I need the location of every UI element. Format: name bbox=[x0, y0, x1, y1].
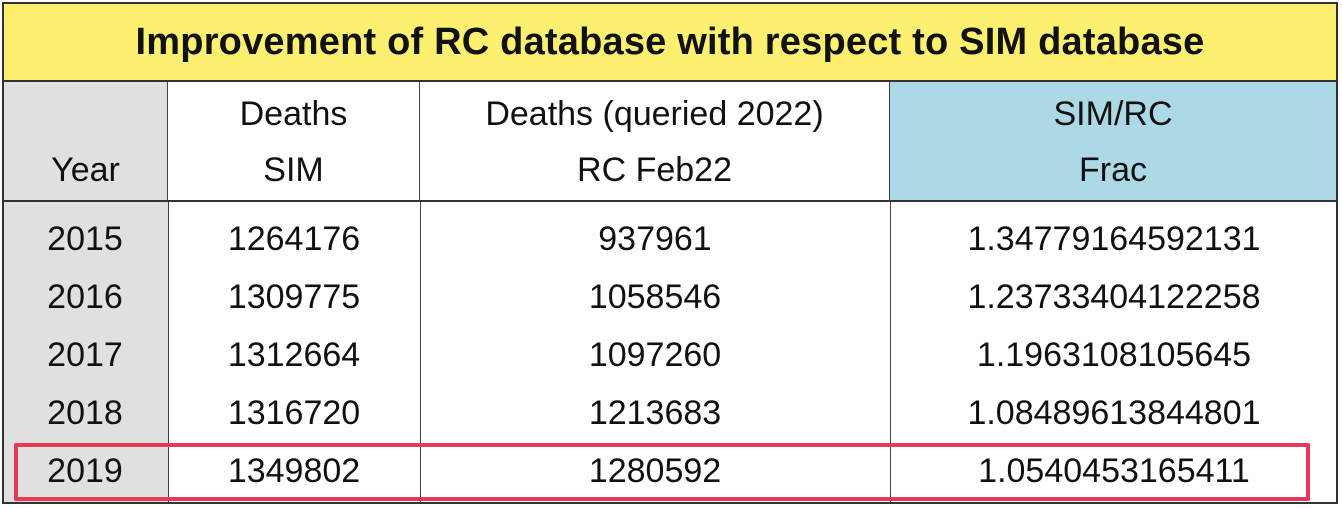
header-frac-line1: SIM/RC bbox=[1053, 95, 1173, 133]
cell-year: 2017 bbox=[47, 335, 123, 374]
highlight-box bbox=[14, 443, 1310, 501]
header-year: Year bbox=[2, 82, 168, 202]
table-row-highlighted: 2019 1349802 1280592 1.0540453165411 bbox=[2, 442, 1338, 500]
table-bottom-border bbox=[2, 502, 1338, 504]
table-row: 2016 1309775 1058546 1.23733404122258 bbox=[2, 268, 1338, 326]
cell-deaths-rc: 1058546 bbox=[588, 277, 722, 316]
header-year-line2: Year bbox=[51, 151, 120, 189]
cell-deaths-sim: 1349802 bbox=[227, 451, 361, 490]
table-row: 2018 1316720 1213683 1.08489613844801 bbox=[2, 384, 1338, 442]
cell-frac: 1.23733404122258 bbox=[967, 277, 1261, 316]
column-divider bbox=[890, 202, 891, 502]
header-rc-line2: RC Feb22 bbox=[577, 151, 732, 189]
table-title: Improvement of RC database with respect … bbox=[2, 2, 1338, 82]
cell-deaths-sim: 1309775 bbox=[227, 277, 361, 316]
cell-deaths-rc: 1097260 bbox=[588, 335, 722, 374]
cell-year: 2018 bbox=[47, 393, 123, 432]
year-column-background bbox=[2, 202, 168, 502]
cell-frac: 1.1963108105645 bbox=[976, 335, 1252, 374]
cell-year: 2016 bbox=[47, 277, 123, 316]
column-divider bbox=[420, 202, 421, 502]
header-sim-line2: SIM bbox=[263, 151, 324, 189]
cell-frac: 1.0540453165411 bbox=[978, 451, 1250, 490]
cell-deaths-rc: 937961 bbox=[598, 219, 712, 258]
header-rc-line1: Deaths (queried 2022) bbox=[485, 95, 824, 133]
header-deaths-sim: Deaths SIM bbox=[168, 82, 420, 202]
cell-deaths-sim: 1264176 bbox=[227, 219, 361, 258]
header-frac-line2: Frac bbox=[1079, 151, 1147, 189]
cell-year: 2019 bbox=[47, 451, 123, 490]
header-sim-rc-frac: SIM/RC Frac bbox=[890, 82, 1338, 202]
table-row: 2015 1264176 937961 1.34779164592131 bbox=[2, 210, 1338, 268]
cell-frac: 1.34779164592131 bbox=[967, 219, 1261, 258]
table-right-border bbox=[1336, 202, 1338, 502]
table-row: 2017 1312664 1097260 1.1963108105645 bbox=[2, 326, 1338, 384]
header-sim-line1: Deaths bbox=[239, 95, 348, 133]
header-deaths-rc: Deaths (queried 2022) RC Feb22 bbox=[420, 82, 890, 202]
cell-deaths-sim: 1316720 bbox=[227, 393, 361, 432]
column-divider bbox=[168, 202, 169, 502]
cell-year: 2015 bbox=[47, 219, 123, 258]
cell-deaths-rc: 1213683 bbox=[588, 393, 722, 432]
cell-deaths-rc: 1280592 bbox=[588, 451, 722, 490]
cell-frac: 1.08489613844801 bbox=[967, 393, 1261, 432]
cell-deaths-sim: 1312664 bbox=[227, 335, 361, 374]
